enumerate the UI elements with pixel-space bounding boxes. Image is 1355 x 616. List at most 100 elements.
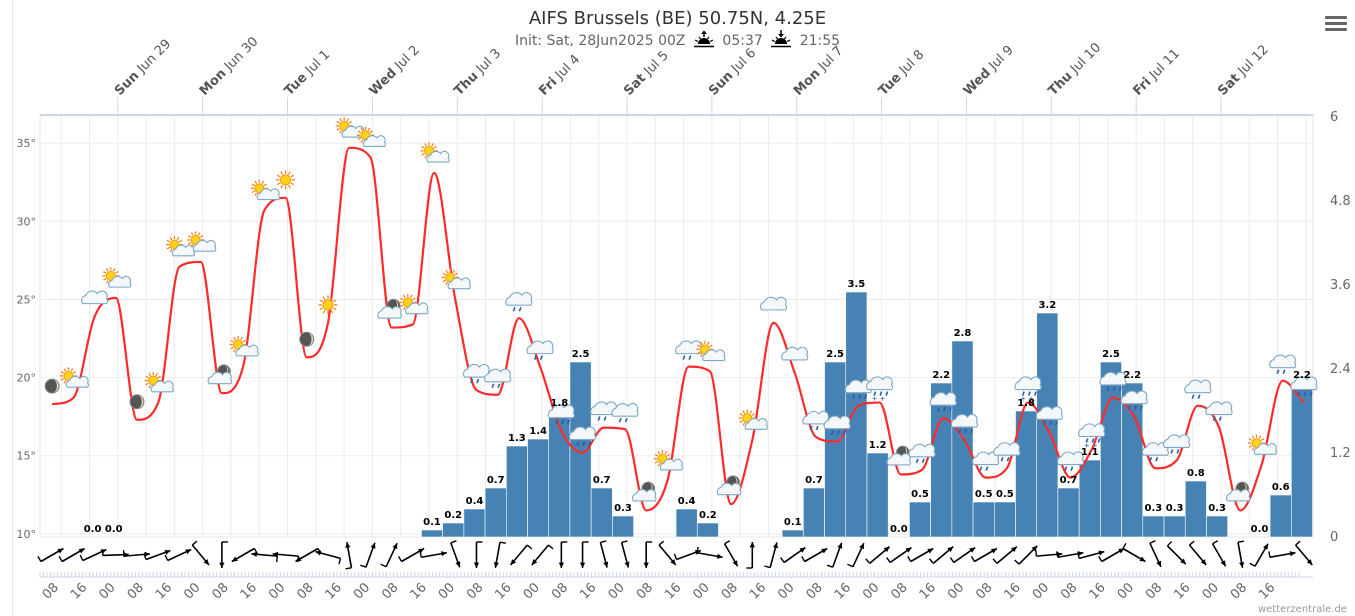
precipitation-bar — [972, 501, 995, 538]
day-date: Jul 6 — [726, 46, 759, 79]
wind-arrow-icon — [360, 542, 376, 568]
sun-ray — [709, 344, 713, 348]
rain-drop — [1055, 421, 1059, 426]
wind-barb — [865, 558, 871, 564]
cloud-glyph — [362, 135, 387, 147]
bar-data-label: 1.8 — [1017, 398, 1035, 409]
bar-data-label: 0.7 — [805, 475, 823, 486]
y-right-tick-label: 6 — [1330, 110, 1338, 125]
day-label: Sun Jul 6 — [706, 46, 759, 99]
bar-data-label: 2.2 — [1123, 370, 1141, 381]
wind-arrow-icon — [295, 547, 322, 563]
wind-arrow-icon — [1211, 540, 1227, 567]
wind-arrow-icon — [493, 541, 506, 568]
sun-ray — [176, 236, 180, 241]
sun-ray — [664, 451, 668, 455]
sun-ray — [1258, 435, 1262, 439]
wind-arrow-icon — [251, 551, 278, 563]
wind-barb — [1122, 542, 1127, 549]
sun-ray — [330, 296, 334, 300]
moon-cloud-icon — [1225, 481, 1251, 502]
y-left-tick-label: 25° — [17, 293, 37, 306]
moon-cloud-icon — [716, 475, 742, 496]
wind-arrow-icon — [620, 540, 630, 568]
wind-arrow-head — [603, 561, 609, 568]
rain-drop — [1197, 394, 1201, 399]
x-tick-label: 00 — [606, 580, 628, 602]
y-right-tick-label: 3.6 — [1330, 278, 1351, 293]
wind-arrow-icon — [658, 540, 677, 566]
day-date: Jul 9 — [983, 43, 1016, 76]
rain-drop — [682, 355, 686, 360]
bar-data-label: 0.1 — [423, 517, 441, 528]
wind-arrow-icon — [58, 547, 86, 563]
wind-arrow-icon — [531, 544, 554, 566]
wind-barb — [345, 567, 352, 570]
wind-barb — [1076, 552, 1080, 559]
wind-arrow-head — [772, 542, 778, 549]
sun-ray — [322, 296, 326, 300]
wind-arrow-icon — [1188, 540, 1207, 566]
wind-arrow-head — [473, 562, 480, 568]
wind-barb — [780, 557, 785, 563]
precipitation-bar — [1206, 515, 1228, 538]
rain-drop — [1064, 466, 1068, 471]
wind-barb — [1098, 555, 1103, 562]
bar-data-label: 2.2 — [932, 370, 950, 381]
rain-drop — [497, 383, 501, 389]
moon-icon — [44, 378, 60, 394]
day-label: Mon Jul 7 — [791, 43, 846, 98]
wind-barb — [191, 540, 198, 546]
sun-ray — [654, 460, 659, 464]
sun-ray — [187, 235, 192, 238]
x-tick-label: 16 — [68, 580, 90, 602]
sun-ray — [251, 183, 255, 187]
snowflake-glyph — [1084, 443, 1089, 448]
cloud-glyph — [1120, 390, 1148, 405]
bar-data-label: 3.2 — [1038, 300, 1056, 311]
wind-arrow-icon — [579, 541, 589, 568]
sun-ray — [105, 268, 109, 272]
snowflake-glyph — [965, 434, 970, 439]
temperature-curve — [52, 146, 1305, 512]
bar-data-label: 0.2 — [444, 510, 462, 521]
bar-data-label: 0.4 — [466, 496, 484, 507]
day-date: Jul 1 — [300, 47, 333, 80]
sun-ray — [452, 269, 456, 274]
sun-ray — [697, 344, 701, 348]
sun-ray — [403, 294, 406, 299]
x-tick-label: 08 — [1143, 580, 1165, 602]
bar-data-label: 0.5 — [996, 489, 1014, 500]
sun-ray — [657, 451, 661, 455]
precipitation-bar — [696, 522, 719, 538]
rain-drop — [1309, 391, 1313, 396]
x-tick-label: 16 — [492, 580, 514, 602]
rain-cloud-icon — [972, 451, 1000, 471]
sun-ray — [410, 294, 413, 299]
wind-barb — [1014, 559, 1020, 565]
sun-ray — [190, 244, 194, 248]
rain-drop — [915, 458, 919, 464]
cloud-glyph — [1099, 371, 1127, 386]
rain-drop — [809, 425, 813, 431]
sun-ray — [1248, 438, 1253, 441]
sun-icon — [318, 295, 338, 315]
cloud-glyph — [1056, 451, 1085, 466]
rain-drop — [512, 306, 516, 312]
cloud-glyph — [823, 415, 851, 430]
x-tick-label: 16 — [407, 580, 429, 602]
snowflake-glyph — [957, 434, 962, 439]
sun-ray — [339, 130, 342, 134]
cloud-glyph — [1078, 423, 1106, 438]
rain-drop — [1106, 386, 1110, 392]
snowflake-glyph — [562, 424, 567, 429]
rain-drop — [1282, 369, 1286, 374]
wind-arrow-head — [392, 543, 398, 550]
sun-ray — [169, 248, 173, 253]
wind-arrow-icon — [509, 544, 533, 566]
day-label: Thu Jul 3 — [451, 46, 504, 99]
hamburger-menu-icon[interactable] — [1325, 16, 1347, 34]
x-tick-label: 00 — [775, 580, 797, 602]
wind-arrow-head — [441, 551, 447, 557]
wind-barb — [600, 540, 607, 544]
